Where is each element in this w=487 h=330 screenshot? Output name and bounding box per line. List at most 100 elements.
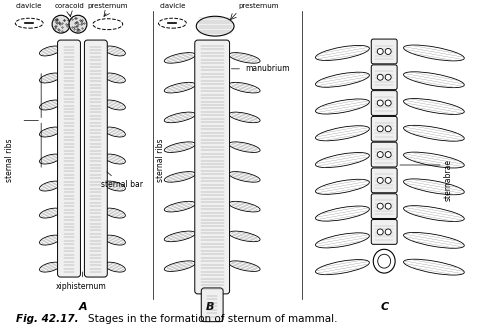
Circle shape (385, 74, 391, 80)
Ellipse shape (52, 15, 70, 33)
Ellipse shape (104, 262, 125, 272)
Ellipse shape (316, 179, 369, 194)
Ellipse shape (316, 99, 369, 114)
Circle shape (385, 100, 391, 106)
FancyBboxPatch shape (371, 219, 397, 244)
FancyBboxPatch shape (371, 116, 397, 141)
Circle shape (377, 74, 383, 80)
Circle shape (377, 49, 383, 54)
Ellipse shape (104, 73, 125, 83)
Ellipse shape (404, 72, 464, 88)
Text: presternum: presternum (88, 3, 128, 9)
Ellipse shape (39, 181, 61, 191)
Circle shape (377, 100, 383, 106)
FancyBboxPatch shape (371, 168, 397, 193)
Text: clavicle: clavicle (159, 3, 186, 9)
Ellipse shape (229, 112, 260, 123)
Ellipse shape (316, 206, 369, 221)
Ellipse shape (39, 262, 61, 272)
Circle shape (385, 203, 391, 209)
Ellipse shape (196, 16, 234, 36)
Ellipse shape (404, 152, 464, 168)
Circle shape (377, 203, 383, 209)
Circle shape (385, 178, 391, 183)
Text: B: B (206, 302, 214, 312)
Ellipse shape (93, 19, 123, 30)
Ellipse shape (164, 172, 195, 182)
Ellipse shape (39, 100, 61, 110)
Ellipse shape (104, 235, 125, 245)
Ellipse shape (164, 201, 195, 212)
Ellipse shape (164, 142, 195, 152)
Circle shape (385, 126, 391, 132)
Circle shape (385, 49, 391, 54)
Ellipse shape (316, 72, 369, 87)
Ellipse shape (404, 99, 464, 115)
Ellipse shape (316, 152, 369, 168)
Text: manubrium: manubrium (231, 64, 289, 73)
Ellipse shape (104, 208, 125, 218)
Ellipse shape (104, 154, 125, 164)
Ellipse shape (164, 112, 195, 123)
Text: Stages in the formation of sternum of mammal.: Stages in the formation of sternum of ma… (88, 314, 337, 324)
Ellipse shape (316, 233, 369, 248)
Ellipse shape (39, 154, 61, 164)
Ellipse shape (229, 201, 260, 212)
Circle shape (385, 229, 391, 235)
Text: Fig. 42.17.: Fig. 42.17. (16, 314, 79, 324)
Ellipse shape (39, 127, 61, 137)
Circle shape (377, 126, 383, 132)
Ellipse shape (378, 254, 391, 268)
Ellipse shape (316, 46, 369, 60)
Ellipse shape (229, 172, 260, 182)
FancyBboxPatch shape (84, 40, 107, 277)
Ellipse shape (316, 260, 369, 275)
FancyBboxPatch shape (371, 39, 397, 64)
Text: sternal ribs: sternal ribs (5, 138, 14, 182)
Circle shape (377, 178, 383, 183)
FancyBboxPatch shape (57, 40, 80, 277)
Text: A: A (78, 302, 87, 312)
Text: sternal ribs: sternal ribs (155, 138, 165, 182)
Ellipse shape (39, 235, 61, 245)
Ellipse shape (164, 231, 195, 242)
Ellipse shape (69, 15, 87, 33)
Text: sternal bar: sternal bar (101, 172, 143, 189)
Ellipse shape (158, 18, 187, 28)
Circle shape (377, 229, 383, 235)
Ellipse shape (373, 249, 395, 273)
Ellipse shape (229, 52, 260, 63)
Ellipse shape (164, 261, 195, 271)
Ellipse shape (404, 125, 464, 141)
Ellipse shape (15, 18, 43, 28)
Ellipse shape (229, 82, 260, 93)
Circle shape (377, 151, 383, 157)
Ellipse shape (229, 231, 260, 242)
Circle shape (385, 151, 391, 157)
Ellipse shape (164, 82, 195, 93)
Ellipse shape (404, 206, 464, 221)
Ellipse shape (39, 46, 61, 56)
FancyBboxPatch shape (201, 288, 223, 322)
Ellipse shape (104, 181, 125, 191)
Ellipse shape (164, 52, 195, 63)
Ellipse shape (404, 45, 464, 61)
Ellipse shape (404, 232, 464, 248)
Ellipse shape (104, 100, 125, 110)
Text: presternum: presternum (238, 3, 279, 9)
Text: clavicle: clavicle (16, 3, 42, 9)
Ellipse shape (404, 259, 464, 275)
FancyBboxPatch shape (371, 194, 397, 218)
Ellipse shape (39, 208, 61, 218)
Ellipse shape (229, 261, 260, 271)
Text: coracoid: coracoid (55, 3, 84, 9)
FancyBboxPatch shape (371, 65, 397, 90)
Text: xiphisternum: xiphisternum (56, 272, 107, 291)
Ellipse shape (229, 142, 260, 152)
Ellipse shape (404, 179, 464, 195)
Ellipse shape (39, 73, 61, 83)
Text: C: C (380, 302, 388, 312)
Ellipse shape (104, 127, 125, 137)
FancyBboxPatch shape (371, 142, 397, 167)
FancyBboxPatch shape (371, 91, 397, 116)
